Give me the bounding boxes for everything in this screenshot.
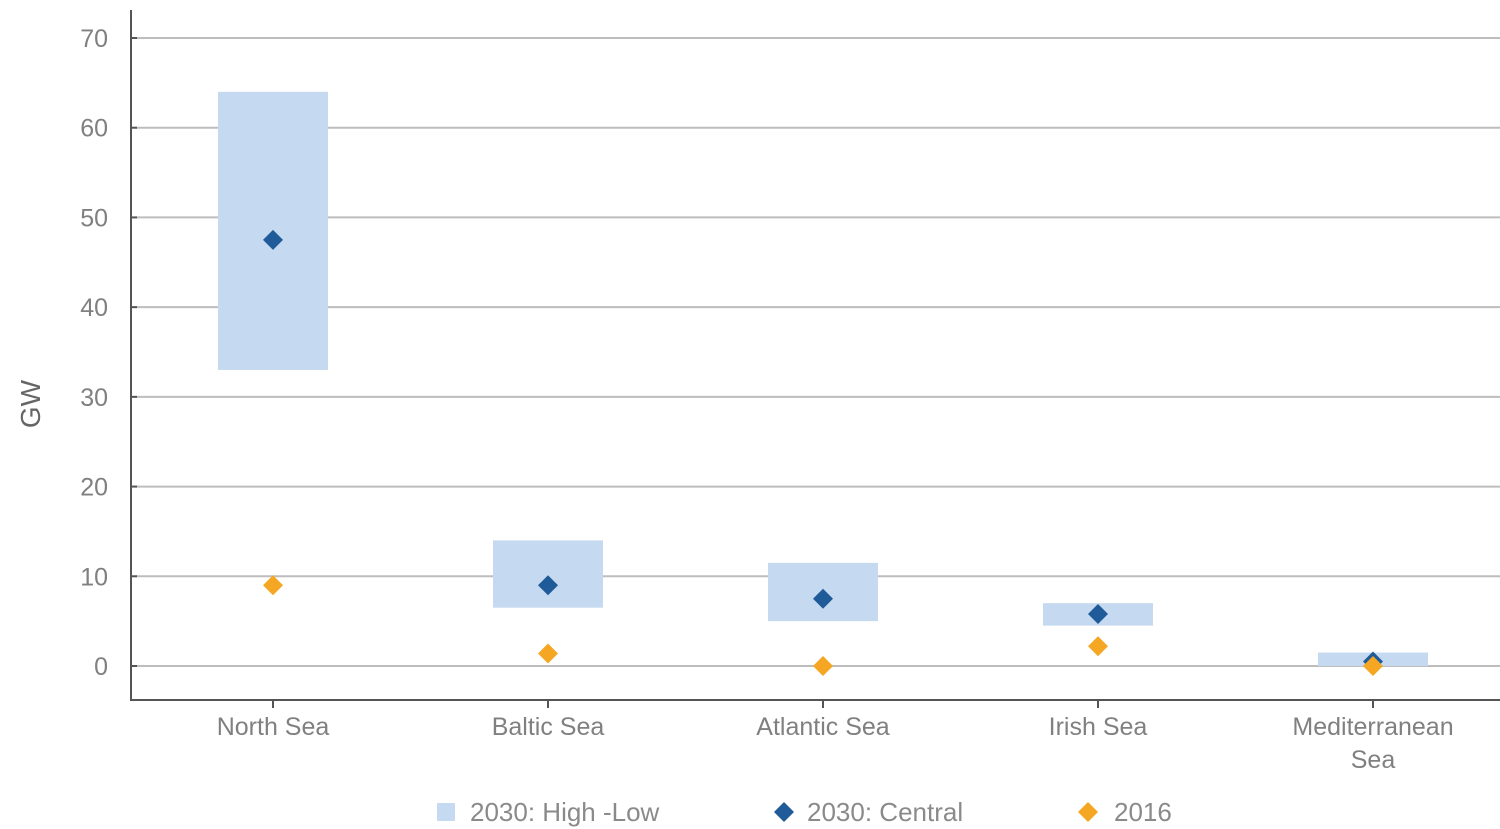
y-axis-label: GW	[15, 379, 46, 428]
x-tick-label-line: Atlantic Sea	[756, 713, 890, 741]
x-tick-label-line: Mediterranean	[1292, 713, 1453, 741]
y-tick-label-60: 60	[80, 115, 108, 143]
y-tick-label-10: 10	[80, 563, 108, 591]
range-box-1	[493, 540, 603, 607]
y-tick-label-40: 40	[80, 294, 108, 322]
x-tick-label-3: Irish Sea	[1049, 713, 1148, 741]
y-tick-label-50: 50	[80, 204, 108, 232]
x-tick-label-1: Baltic Sea	[492, 713, 605, 741]
legend-swatch-1	[774, 802, 794, 822]
y-tick-label-70: 70	[80, 25, 108, 53]
marker-2-0	[263, 575, 283, 595]
x-tick-label-4: Mediterranean Sea	[1292, 713, 1453, 774]
marker-2-2	[813, 656, 833, 676]
marker-2-1	[538, 643, 558, 663]
y-tick-label-20: 20	[80, 474, 108, 502]
y-tick-label-30: 30	[80, 384, 108, 412]
legend-swatch-2	[1078, 802, 1098, 822]
x-tick-label-line: North Sea	[217, 713, 330, 741]
y-tick-label-0: 0	[94, 653, 108, 681]
legend-label-2: 2016	[1114, 797, 1172, 827]
legend: 2030: High -Low 2030: Central 2016	[437, 797, 1172, 827]
legend-label-1: 2030: Central	[807, 797, 963, 827]
x-tick-label-line: Baltic Sea	[492, 713, 605, 741]
legend-label-0: 2030: High -Low	[470, 797, 660, 827]
marker-2-3	[1088, 636, 1108, 656]
x-tick-label-line: Sea	[1351, 746, 1396, 774]
x-tick-label-2: Atlantic Sea	[756, 713, 890, 741]
x-tick-label-line: Irish Sea	[1049, 713, 1148, 741]
x-tick-label-0: North Sea	[217, 713, 330, 741]
plot-area	[218, 92, 1428, 676]
legend-swatch-0	[437, 803, 455, 821]
